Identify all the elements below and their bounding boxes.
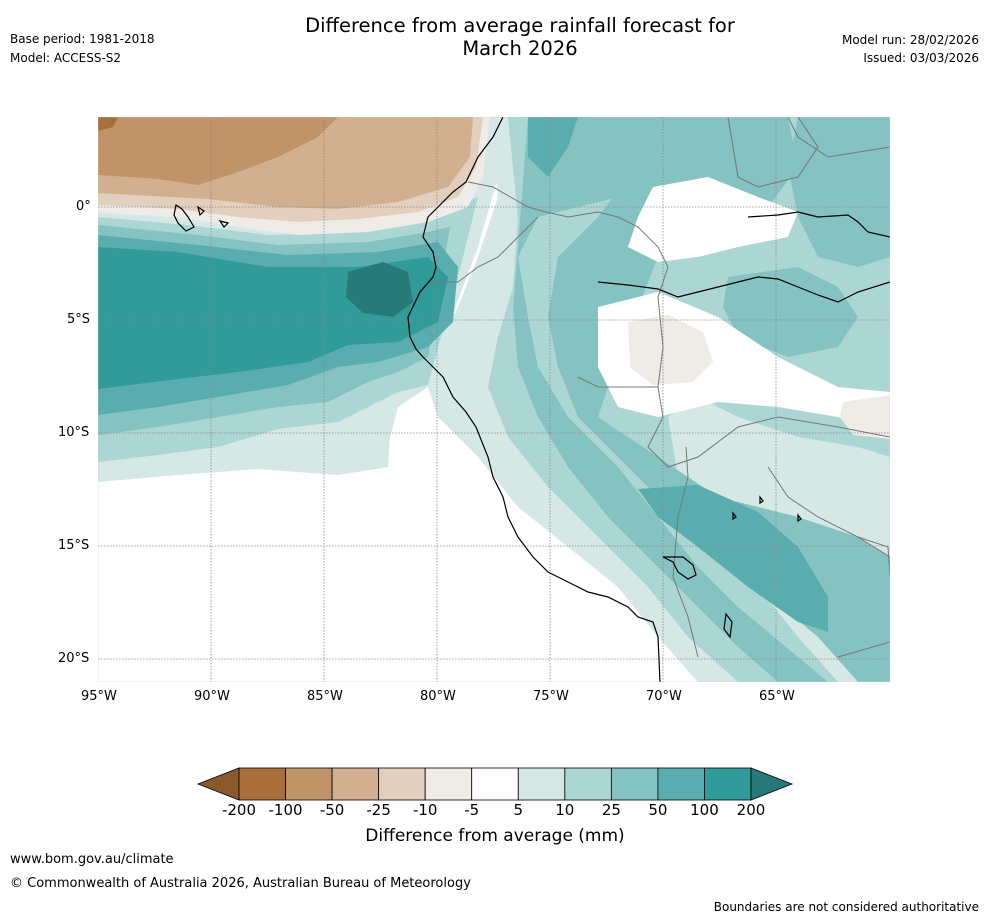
model-name: Model: ACCESS-S2 [10,51,122,65]
colorbar-tick-label: 100 [690,801,719,819]
colorbar-ticks: -200 -100 -50 -25 -10 -5 5 10 25 50 100 200 [196,801,794,821]
lat-label-0: 0° [76,199,91,214]
lon-label-70w: 70°W [646,689,682,704]
country-borders [428,117,890,658]
colorbar-tick-label: -25 [366,801,391,819]
colorbar-cell [610,767,659,801]
title-line-2: March 2026 [462,37,578,60]
colorbar-tick-label: 50 [648,801,668,819]
contour-5-to-5-amazon [628,177,798,262]
map-title: Difference from average rainfall forecas… [200,14,840,60]
colorbar-cell [517,767,566,801]
base-period: Base period: 1981-2018 [10,32,155,46]
colorbar-cell [424,767,473,801]
lat-label-15s: 15°S [58,538,90,553]
colorbar-cell [378,767,426,801]
colorbar-title: Difference from average (mm) [365,826,625,846]
model-run: Model run: 28/02/2026 [841,33,979,47]
colorbar [196,767,794,801]
coastline [173,117,890,682]
lon-label-80w: 80°W [420,689,456,704]
rainfall-anomaly-map [98,117,890,682]
colorbar-tick-label: 10 [555,801,575,819]
colorbar-cell [285,767,333,801]
lon-label-85w: 85°W [307,689,343,704]
contour-minus10-central [628,315,713,385]
contour-50-100-bolivia [638,485,828,632]
colorbar-tick-label: -200 [221,801,257,819]
lat-label-5s: 5°S [67,312,91,327]
lon-label-90w: 90°W [194,689,230,704]
colorbar-cell [564,767,612,801]
contour-minus10-east [840,395,890,439]
lat-label-10s: 10°S [58,425,90,440]
contour-50-100-peru-north [528,117,578,177]
colorbar-tick-label: -50 [319,801,345,819]
lon-label-65w: 65°W [759,689,795,704]
contour-25-50-east [548,117,890,682]
graticule [98,117,890,682]
colorbar-tick-label: 25 [601,801,621,819]
colorbar-cell [331,767,380,801]
colorbar-tick-label: 5 [513,801,524,819]
lat-label-20s: 20°S [58,651,90,666]
website-link[interactable]: www.bom.gov.au/climate [10,852,174,867]
colorbar-extend-high [750,767,794,801]
copyright-notice: © Commonwealth of Australia 2026, Austra… [10,876,471,891]
colorbar-cell [238,767,286,801]
colorbar-tick-label: -5 [464,801,480,819]
contour-minus100 [98,117,338,185]
colorbar-tick-label: -100 [268,801,303,819]
colorbar-tick-label: 200 [736,801,766,819]
contour-minus200 [98,117,118,131]
colorbar-cell [657,767,705,801]
boundary-disclaimer: Boundaries are not considered authoritat… [713,900,979,914]
colorbar-cell [704,767,752,801]
contour-over-200-ocean [346,262,413,317]
lon-label-75w: 75°W [533,689,569,704]
colorbar-tick-label: -10 [412,801,438,819]
issued-date: Issued: 03/03/2026 [863,51,979,65]
title-line-1: Difference from average rainfall forecas… [305,14,735,37]
lon-label-95w: 95°W [81,689,117,704]
colorbar-cell [471,767,519,801]
contour-25-50-amazon [723,267,858,357]
colorbar-extend-low [196,767,240,801]
